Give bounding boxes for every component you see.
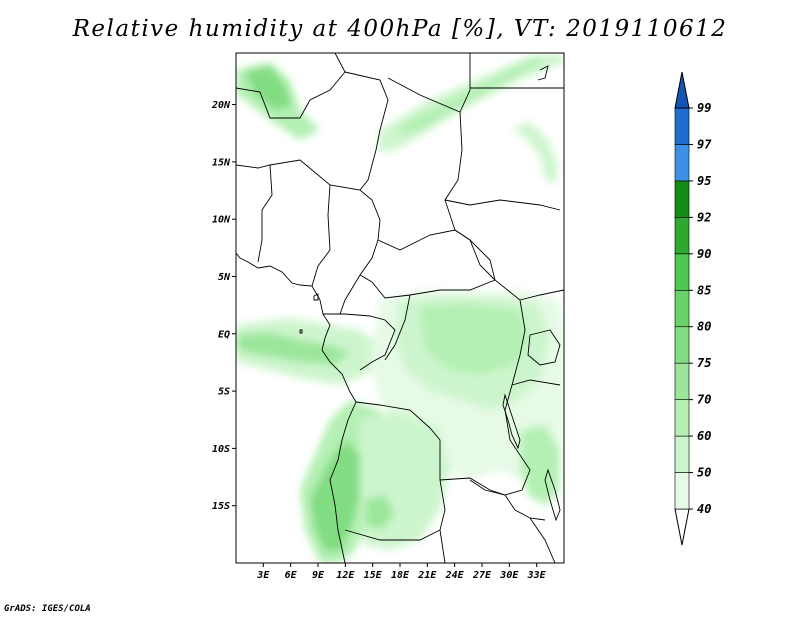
lat-tick-label: 10N (212, 215, 231, 226)
border-car (359, 229, 496, 299)
colorbar-box (674, 253, 690, 291)
lat-tick-label: 15N (212, 157, 231, 168)
humidity-area-south (360, 410, 450, 550)
border-mozambique (529, 517, 556, 563)
humidity-patch-northeast (512, 122, 558, 185)
colorbar-box (674, 362, 690, 400)
border-niger-nigeria (269, 159, 381, 241)
humidity-band-equator-west-core (236, 332, 350, 365)
credit-label: GrADS: IGES/COLA (4, 604, 91, 614)
humidity-area-south-core (365, 495, 395, 530)
lake-malawi (544, 468, 561, 522)
humidity-patch-northwest-core (245, 66, 292, 110)
coast-red-sea (537, 65, 549, 81)
lat-tick-label: EQ (218, 329, 230, 340)
lon-tick-label: 33E (527, 570, 547, 581)
border-namibia (439, 529, 446, 563)
lon-tick-label: 12E (336, 570, 355, 581)
border-tanzania (511, 379, 561, 386)
colorbar-label: 85 (697, 283, 711, 297)
colorbar: 40 50 60 70 75 80 85 90 92 95 97 99 (674, 71, 712, 546)
lake-victoria (527, 329, 561, 366)
colorbar-box (674, 107, 690, 145)
colorbar-label: 80 (697, 320, 711, 334)
border-angola-north (355, 401, 441, 480)
border-chad-sudan (444, 111, 496, 281)
latitude-axis: 20N 15N 10N 5N EQ 5S 10S 15S (211, 100, 236, 512)
colorbar-box (674, 144, 690, 182)
humidity-band-north-core (400, 56, 540, 136)
lat-tick-label: 10S (212, 444, 230, 455)
border-nigeria-cameroon (311, 184, 331, 287)
lat-tick-label: 20N (211, 100, 231, 111)
border-north-mid (344, 71, 389, 191)
colorbar-box (674, 399, 690, 437)
colorbar-box (674, 435, 690, 473)
colorbar-label: 97 (697, 137, 712, 151)
colorbar-label: 92 (697, 210, 711, 224)
border-sudan-east (444, 199, 561, 211)
lon-tick-label: 15E (364, 570, 383, 581)
colorbar-label: 40 (697, 502, 711, 516)
colorbar-box (674, 472, 690, 510)
lon-tick-label: 3E (256, 570, 270, 581)
longitude-axis: 3E 6E 9E 12E 15E 18E 21E 24E 27E 30E 33E (256, 563, 547, 581)
humidity-shading (236, 53, 564, 563)
colorbar-label: 60 (697, 429, 711, 443)
colorbar-box (674, 326, 690, 364)
humidity-band-southwest-core (310, 440, 362, 552)
map-title: Relative humidity at 400hPa [%], VT: 201… (72, 16, 728, 42)
colorbar-box (674, 217, 690, 255)
country-boundaries (236, 53, 564, 563)
colorbar-label: 75 (697, 356, 711, 370)
humidity-area-central-core (420, 304, 530, 375)
colorbar-over-triangle (674, 71, 690, 109)
border-north-west (236, 53, 346, 119)
colorbar-box (674, 289, 690, 328)
humidity-patch-southeast (520, 425, 560, 505)
border-angola-south (344, 479, 446, 541)
colorbar-label: 70 (697, 393, 711, 407)
colorbar-under-triangle (674, 508, 690, 546)
lon-tick-label: 9E (312, 570, 325, 581)
lake-tanganyika (502, 393, 521, 450)
lat-tick-label: 5N (218, 272, 231, 283)
lon-tick-label: 24E (445, 570, 465, 581)
colorbar-box (674, 180, 690, 218)
lon-tick-label: 30E (499, 570, 519, 581)
lon-tick-label: 18E (391, 570, 410, 581)
lat-tick-label: 15S (212, 501, 230, 512)
lon-tick-label: 6E (285, 570, 298, 581)
border-west-africa (236, 164, 273, 263)
lat-tick-label: 5S (218, 387, 230, 398)
border-gabon-congo (323, 313, 396, 371)
colorbar-label: 50 (697, 466, 711, 480)
border-cameroon-east (339, 239, 379, 315)
colorbar-label: 90 (697, 247, 711, 261)
island-sao-tome (299, 329, 303, 334)
border-east-africa (519, 289, 564, 301)
coastline-west (236, 252, 357, 563)
island-bioko (313, 293, 319, 301)
colorbar-label: 99 (697, 101, 711, 115)
colorbar-label: 95 (697, 174, 711, 188)
lon-tick-label: 21E (417, 570, 437, 581)
border-congo-drc (384, 294, 411, 361)
lon-tick-label: 27E (472, 570, 492, 581)
